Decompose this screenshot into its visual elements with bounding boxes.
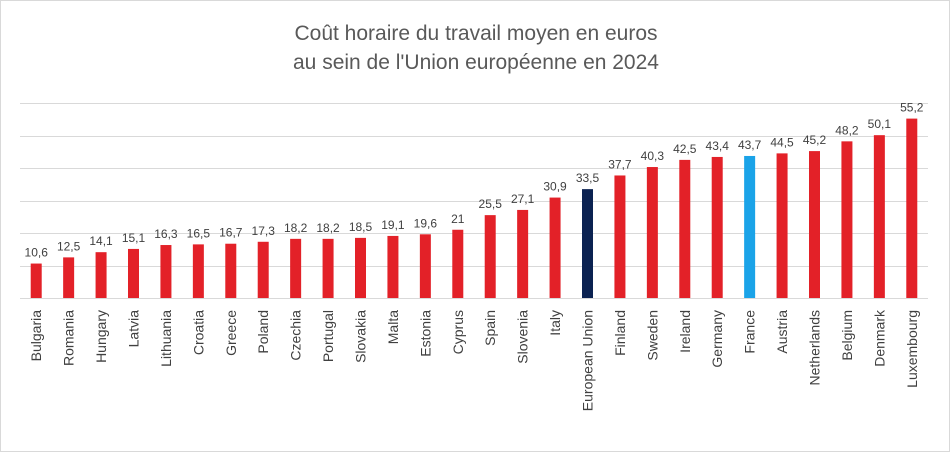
bar-slovakia	[355, 237, 366, 299]
bar-spain	[484, 215, 496, 299]
category-label-denmark: Denmark	[871, 309, 887, 367]
category-label-sweden: Sweden	[644, 310, 660, 361]
category-label-slovakia: Slovakia	[353, 310, 369, 363]
gridlines	[20, 103, 928, 299]
data-label-portugal: 18,2	[316, 221, 340, 235]
bar-croatia	[192, 244, 204, 299]
data-label-luxembourg: 55,2	[900, 101, 924, 115]
category-label-belgium: Belgium	[839, 310, 855, 361]
category-label-lithuania: Lithuania	[158, 310, 174, 367]
bar-hungary	[95, 252, 107, 298]
bar-lithuania	[160, 245, 172, 299]
bar-european-union	[582, 189, 593, 299]
data-label-greece: 16,7	[219, 226, 243, 240]
data-label-spain: 25,5	[479, 197, 503, 211]
data-label-finland: 37,7	[608, 157, 632, 171]
category-label-european-union: European Union	[580, 310, 596, 411]
data-label-belgium: 48,2	[835, 123, 859, 137]
category-label-luxembourg: Luxembourg	[904, 310, 920, 388]
category-label-latvia: Latvia	[126, 310, 142, 348]
category-label-slovenia: Slovenia	[515, 310, 531, 364]
data-label-latvia: 15,1	[122, 231, 146, 245]
category-label-malta: Malta	[385, 310, 401, 344]
bar-malta	[387, 235, 399, 299]
data-label-slovakia: 18,5	[349, 220, 373, 234]
category-label-ireland: Ireland	[677, 310, 693, 353]
bar-romania	[63, 257, 75, 299]
category-label-greece: Greece	[223, 310, 239, 356]
bar-italy	[549, 197, 561, 298]
category-label-czechia: Czechia	[288, 310, 304, 361]
category-label-austria: Austria	[774, 310, 790, 354]
data-label-austria: 44,5	[770, 135, 794, 149]
category-label-portugal: Portugal	[320, 310, 336, 362]
category-label-finland: Finland	[612, 310, 628, 356]
data-label-italy: 30,9	[543, 180, 567, 194]
category-label-france: France	[742, 310, 758, 354]
bars	[30, 118, 918, 299]
data-label-malta: 19,1	[381, 218, 405, 232]
category-label-croatia: Croatia	[190, 310, 206, 355]
category-label-spain: Spain	[482, 310, 498, 346]
data-label-netherlands: 45,2	[803, 133, 827, 147]
category-label-italy: Italy	[547, 310, 563, 336]
bar-greece	[225, 243, 237, 298]
bar-estonia	[419, 234, 431, 298]
bar-poland	[257, 241, 269, 299]
bar-ireland	[679, 159, 691, 299]
data-label-ireland: 42,5	[673, 142, 697, 156]
data-label-european-union: 33,5	[576, 171, 600, 185]
bar-austria	[776, 153, 788, 299]
bar-portugal	[322, 238, 334, 298]
data-label-slovenia: 27,1	[511, 192, 535, 206]
category-label-germany: Germany	[709, 310, 725, 368]
bar-cyprus	[452, 229, 464, 298]
bar-netherlands	[809, 151, 820, 298]
bar-germany	[711, 156, 723, 298]
data-label-croatia: 16,5	[187, 226, 211, 240]
data-label-cyprus: 21	[451, 212, 465, 226]
bar-france	[744, 155, 756, 298]
data-labels: 10,6 12,5 14,1 15,1 16,3 16,5 16,7 17,3 18,2 18,2…	[25, 101, 924, 260]
data-label-czechia: 18,2	[284, 221, 308, 235]
data-label-poland: 17,3	[252, 224, 276, 238]
data-label-hungary: 14,1	[89, 234, 113, 248]
category-labels: Bulgaria Romania Hungary Latvia Lithuania Cro…	[28, 309, 920, 411]
category-label-cyprus: Cyprus	[450, 310, 466, 354]
bar-finland	[614, 175, 626, 298]
chart-title-line-1: Coût horaire du travail moyen en euros	[294, 22, 658, 45]
data-label-lithuania: 16,3	[154, 227, 178, 241]
data-label-france: 43,7	[738, 138, 762, 152]
category-label-estonia: Estonia	[417, 310, 433, 357]
chart-title: Coût horaire du travail moyen en euros a…	[1, 19, 950, 77]
data-label-estonia: 19,6	[414, 216, 438, 230]
category-label-romania: Romania	[61, 310, 77, 366]
bar-slovenia	[517, 209, 529, 299]
bar-latvia	[128, 248, 139, 298]
data-label-sweden: 40,3	[641, 149, 665, 163]
data-label-denmark: 50,1	[868, 117, 892, 131]
bar-czechia	[290, 238, 302, 298]
bar-belgium	[841, 141, 853, 298]
data-label-germany: 43,4	[706, 139, 730, 153]
category-label-netherlands: Netherlands	[807, 310, 823, 386]
category-label-poland: Poland	[255, 310, 271, 354]
data-label-bulgaria: 10,6	[25, 246, 49, 260]
bar-bulgaria	[30, 263, 42, 298]
bar-sweden	[646, 167, 658, 298]
chart-title-line-2: au sein de l'Union européenne en 2024	[293, 51, 659, 74]
category-label-hungary: Hungary	[93, 310, 109, 363]
bar-denmark	[873, 135, 885, 298]
bar-luxembourg	[906, 118, 918, 298]
category-label-bulgaria: Bulgaria	[28, 310, 44, 362]
data-label-romania: 12,5	[57, 239, 81, 253]
